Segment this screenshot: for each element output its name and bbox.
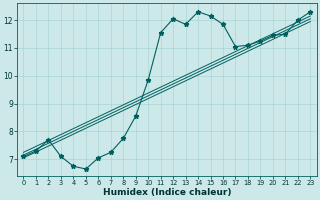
X-axis label: Humidex (Indice chaleur): Humidex (Indice chaleur) [103, 188, 231, 197]
